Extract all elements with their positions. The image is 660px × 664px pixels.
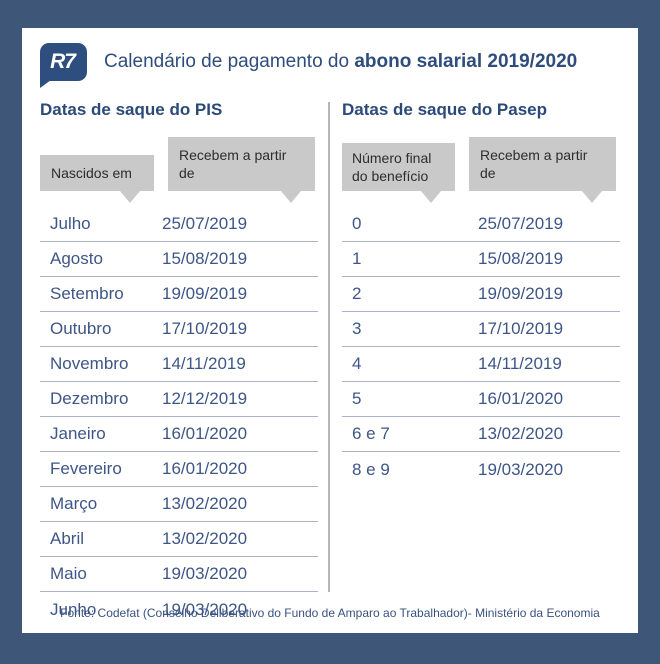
date-cell: 13/02/2020 xyxy=(478,424,564,444)
source-note: Fonte: Codefat (Conselho Deliberativo do… xyxy=(60,606,600,620)
page-title: Calendário de pagamento do abono salaria… xyxy=(104,51,577,73)
table-row: Julho 25/07/2019 xyxy=(40,207,318,243)
table-row: Março 13/02/2020 xyxy=(40,487,318,523)
date-cell: 15/08/2019 xyxy=(478,249,564,269)
month-cell: Abril xyxy=(50,529,85,549)
date-cell: 19/09/2019 xyxy=(478,284,564,304)
table-row: Novembro 14/11/2019 xyxy=(40,347,318,383)
date-cell: 17/10/2019 xyxy=(478,319,564,339)
month-cell: Janeiro xyxy=(50,424,106,444)
date-cell: 25/07/2019 xyxy=(478,214,564,234)
date-cell: 19/03/2020 xyxy=(162,564,248,584)
r7-logo: R7 xyxy=(40,43,87,88)
table-row: 6 e 7 13/02/2020 xyxy=(342,417,620,453)
digit-cell: 4 xyxy=(352,354,362,374)
month-cell: Outubro xyxy=(50,319,112,339)
digit-cell: 0 xyxy=(352,214,362,234)
digit-cell: 6 e 7 xyxy=(352,424,390,444)
month-cell: Agosto xyxy=(50,249,103,269)
date-cell: 15/08/2019 xyxy=(162,249,248,269)
table-row: Abril 13/02/2020 xyxy=(40,522,318,558)
pis-col1-header: Nascidos em xyxy=(40,155,154,204)
date-cell: 25/07/2019 xyxy=(162,214,248,234)
month-cell: Fevereiro xyxy=(50,459,122,479)
date-cell: 14/11/2019 xyxy=(162,354,246,374)
date-cell: 16/01/2020 xyxy=(162,459,248,479)
date-cell: 12/12/2019 xyxy=(162,389,248,409)
digit-cell: 1 xyxy=(352,249,362,269)
infographic-panel: R7 Calendário de pagamento do abono sala… xyxy=(22,28,638,633)
header: R7 Calendário de pagamento do abono sala… xyxy=(40,36,620,88)
table-row: 3 17/10/2019 xyxy=(342,312,620,348)
digit-cell: 2 xyxy=(352,284,362,304)
date-cell: 17/10/2019 xyxy=(162,319,248,339)
month-cell: Setembro xyxy=(50,284,124,304)
table-row: Fevereiro 16/01/2020 xyxy=(40,452,318,488)
pasep-col1-header: Número final do benefício xyxy=(342,143,455,204)
page-title-regular: Calendário de pagamento do xyxy=(104,51,355,72)
pasep-rows: 0 25/07/2019 1 15/08/2019 2 19/09/2019 3… xyxy=(342,207,620,487)
pasep-table: Datas de saque do Pasep Número final do … xyxy=(342,100,620,600)
date-cell: 19/03/2020 xyxy=(478,459,564,479)
table-row: Outubro 17/10/2019 xyxy=(40,312,318,348)
month-cell: Março xyxy=(50,494,98,514)
digit-cell: 3 xyxy=(352,319,362,339)
table-row: 8 e 9 19/03/2020 xyxy=(342,452,620,487)
digit-cell: 5 xyxy=(352,389,362,409)
table-row: Dezembro 12/12/2019 xyxy=(40,382,318,418)
pis-table: Datas de saque do PIS Nascidos em Recebe… xyxy=(40,100,318,619)
date-cell: 14/11/2019 xyxy=(478,354,562,374)
tables-area: Datas de saque do PIS Nascidos em Recebe… xyxy=(40,100,620,619)
pasep-col2-header: Recebem a partir de xyxy=(469,137,616,204)
date-cell: 16/01/2020 xyxy=(162,424,248,444)
page-title-bold: abono salarial 2019/2020 xyxy=(354,51,578,72)
table-row: 4 14/11/2019 xyxy=(342,347,620,383)
table-row: 1 15/08/2019 xyxy=(342,242,620,278)
pis-title: Datas de saque do PIS xyxy=(40,100,223,119)
pasep-title: Datas de saque do Pasep xyxy=(342,100,548,119)
month-cell: Novembro xyxy=(50,354,129,374)
vertical-divider xyxy=(328,102,330,592)
month-cell: Maio xyxy=(50,564,87,584)
table-row: 0 25/07/2019 xyxy=(342,207,620,243)
pis-rows: Julho 25/07/2019 Agosto 15/08/2019 Setem… xyxy=(40,207,318,627)
table-row: Setembro 19/09/2019 xyxy=(40,277,318,313)
r7-logo-text: R7 xyxy=(50,50,76,73)
date-cell: 19/03/2020 xyxy=(162,599,248,619)
pis-col2-header: Recebem a partir de xyxy=(168,137,315,204)
table-row: Junho 19/03/2020 xyxy=(40,592,318,627)
month-cell: Junho xyxy=(50,599,97,619)
date-cell: 16/01/2020 xyxy=(478,389,564,409)
table-row: 2 19/09/2019 xyxy=(342,277,620,313)
table-row: Janeiro 16/01/2020 xyxy=(40,417,318,453)
table-row: Maio 19/03/2020 xyxy=(40,557,318,593)
table-row: Agosto 15/08/2019 xyxy=(40,242,318,278)
month-cell: Dezembro xyxy=(50,389,129,409)
date-cell: 19/09/2019 xyxy=(162,284,248,304)
pis-column-headers: Nascidos em Recebem a partir de xyxy=(40,137,318,204)
digit-cell: 8 e 9 xyxy=(352,459,390,479)
date-cell: 13/02/2020 xyxy=(162,494,248,514)
month-cell: Julho xyxy=(50,214,91,234)
table-row: 5 16/01/2020 xyxy=(342,382,620,418)
date-cell: 13/02/2020 xyxy=(162,529,248,549)
pasep-column-headers: Número final do benefício Recebem a part… xyxy=(342,137,620,204)
